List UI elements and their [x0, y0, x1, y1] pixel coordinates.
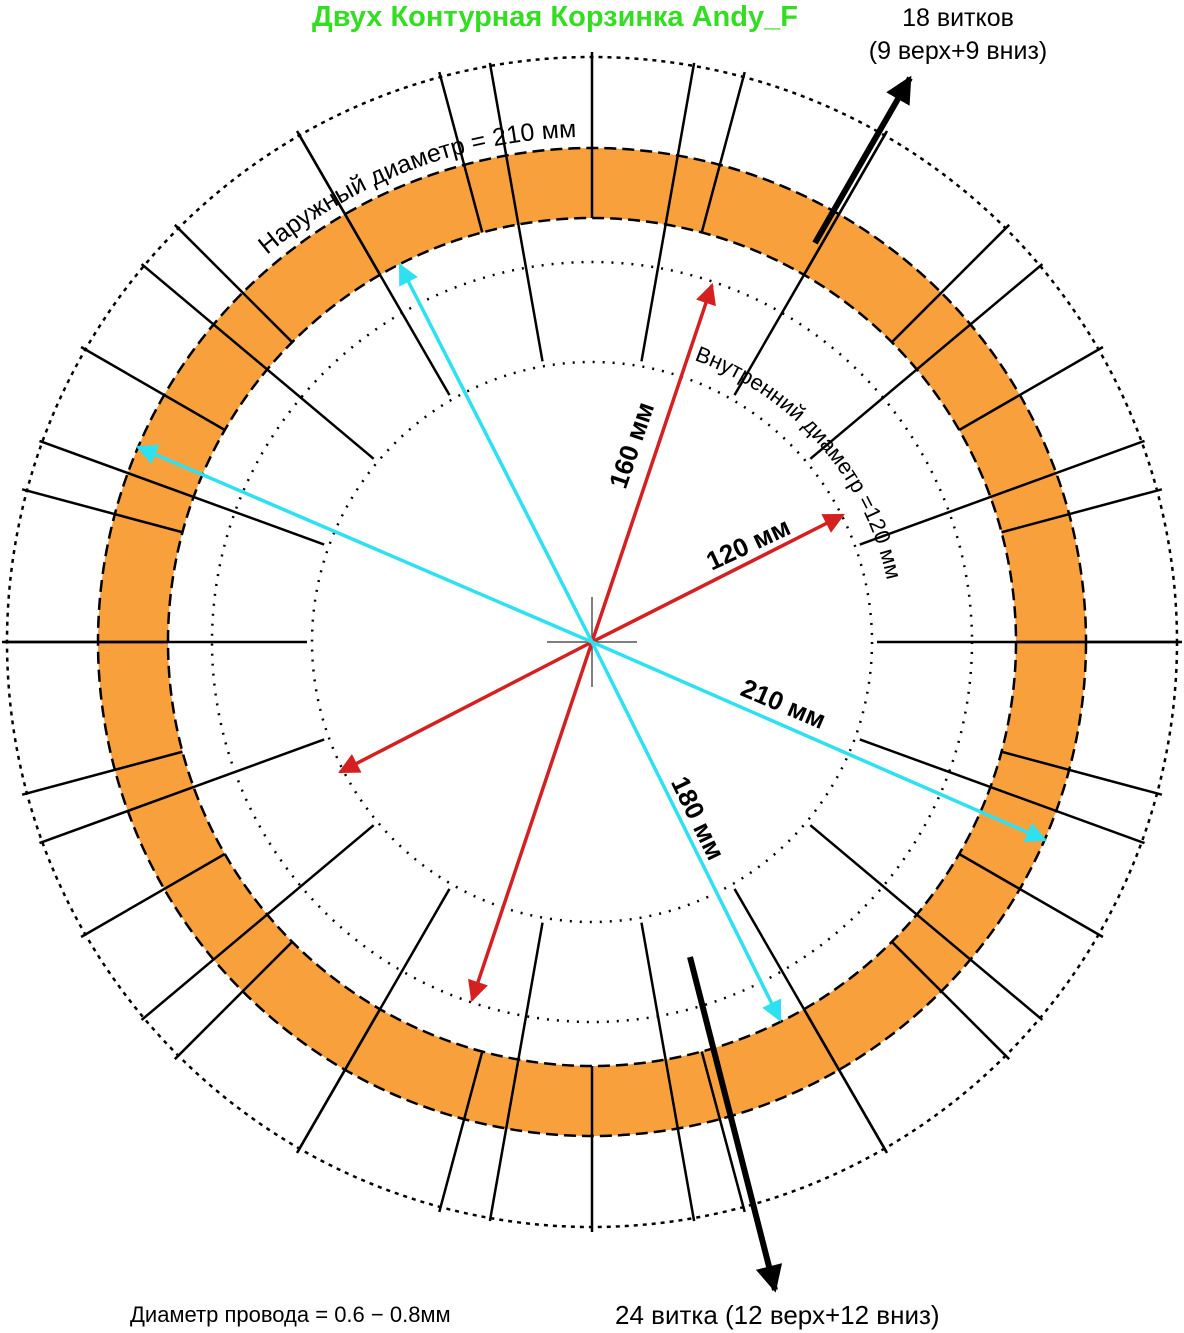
- spoke: [733, 132, 888, 396]
- arrow-120: [338, 640, 593, 774]
- wire-diameter: Диаметр провода = 0.6 − 0.8мм: [130, 1302, 451, 1327]
- spoke: [488, 922, 544, 1222]
- spoke: [21, 750, 183, 796]
- top-turns: 18 витков: [902, 4, 1014, 32]
- spoke: [296, 888, 451, 1152]
- spoke: [733, 888, 888, 1152]
- spoke: [890, 940, 1011, 1061]
- bottom-turns: 24 витка (12 верх+12 вниз): [615, 1300, 940, 1330]
- spoke: [438, 71, 484, 233]
- spoke: [859, 439, 1145, 546]
- spoke: [173, 940, 294, 1061]
- spoke: [39, 738, 325, 845]
- spoke: [80, 852, 226, 939]
- spoke: [80, 345, 226, 432]
- arrow-210: [591, 640, 1047, 843]
- arrow-160: [590, 283, 716, 643]
- spoke: [809, 263, 1044, 460]
- turns-arrow: [687, 956, 783, 1293]
- circle-120: [310, 360, 874, 924]
- spoke: [700, 71, 746, 233]
- arrow-120: [591, 513, 845, 644]
- title: Двух Контурная Корзинка Andy_F: [312, 1, 798, 33]
- top-turns: (9 верх+9 вниз): [869, 37, 1048, 65]
- arrow-180: [590, 641, 782, 1022]
- spoke: [700, 1051, 746, 1213]
- dimension-label: 180 мм: [665, 771, 731, 864]
- spoke: [890, 223, 1011, 344]
- spoke: [140, 263, 375, 460]
- dimension-label: 160 мм: [603, 398, 660, 492]
- spoke: [140, 824, 375, 1021]
- spoke: [958, 852, 1104, 939]
- spoke: [958, 345, 1104, 432]
- spoke: [640, 62, 696, 362]
- spoke: [173, 223, 294, 344]
- spoke: [1001, 750, 1163, 796]
- spoke: [1001, 488, 1163, 534]
- spoke: [859, 738, 1145, 845]
- spoke: [809, 824, 1044, 1021]
- arrow-160: [468, 641, 594, 1002]
- spoke: [488, 62, 544, 362]
- arrows: [136, 75, 1047, 1293]
- spoke: [296, 132, 451, 396]
- spoke: [438, 1051, 484, 1213]
- arrow-210: [136, 444, 593, 644]
- arrow-180: [398, 263, 594, 643]
- spoke: [39, 439, 325, 546]
- spoke: [21, 488, 183, 534]
- dimension-label: 120 мм: [701, 511, 794, 576]
- spoke: [640, 922, 696, 1222]
- spokes: [2, 52, 1182, 1232]
- turns-arrow: [812, 75, 913, 245]
